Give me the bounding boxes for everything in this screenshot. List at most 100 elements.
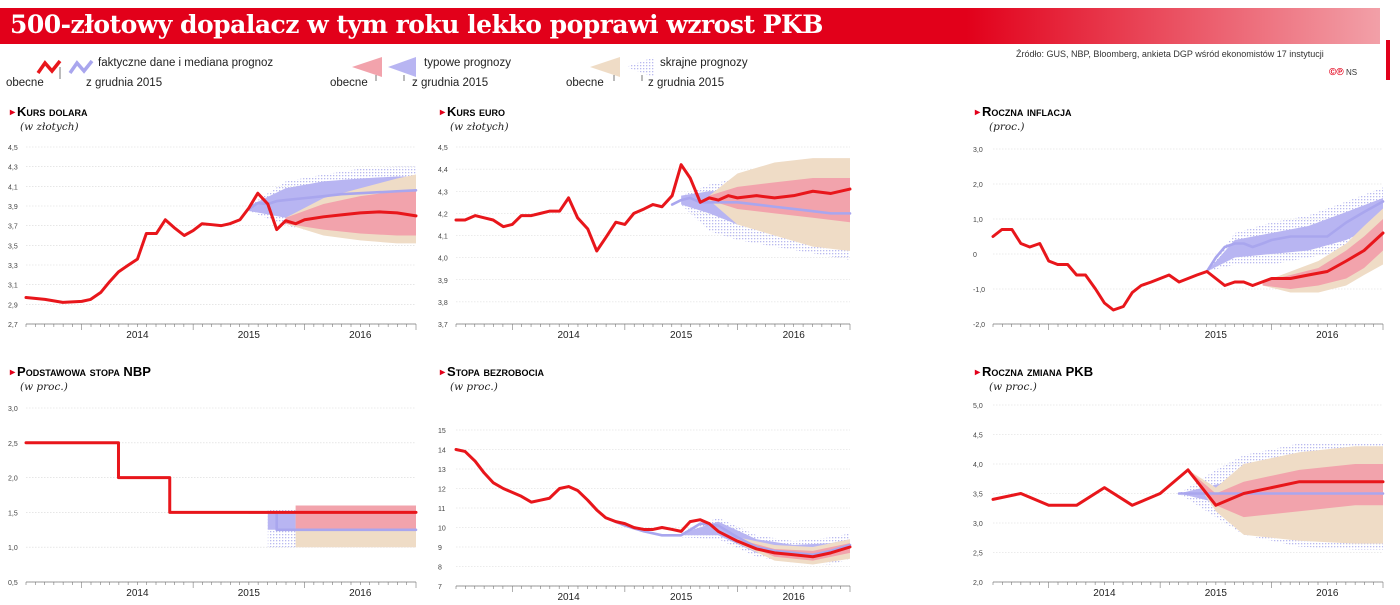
- y-tick-label: 10: [438, 526, 446, 533]
- chart-subtitle: (w proc.): [20, 381, 68, 393]
- y-tick-label: 2,7: [8, 322, 18, 329]
- y-tick-label: 4,0: [438, 256, 448, 263]
- credit-note: ©℗ NS: [1329, 67, 1357, 78]
- chart-plot: 7 8 9 10 11 12 13 14 15 2014 2015 2016: [438, 428, 852, 603]
- y-tick-label: 3,7: [8, 224, 18, 231]
- page-title: 500-złotowy dopalacz w tym roku lekko po…: [10, 10, 823, 39]
- year-label: 2016: [1316, 588, 1339, 599]
- series-line-current: [454, 448, 852, 559]
- y-tick-label: 3,3: [8, 263, 18, 270]
- y-tick-label: 2,5: [973, 551, 983, 558]
- series-line-current: [24, 441, 418, 514]
- y-tick-label: 3,8: [438, 300, 448, 307]
- year-label: 2014: [557, 592, 580, 603]
- year-label: 2015: [1205, 588, 1228, 599]
- y-tick-label: 4,2: [438, 211, 448, 218]
- y-tick-label: 2,0: [973, 580, 983, 587]
- year-label: 2015: [238, 588, 261, 599]
- chart-title-text: Kurs euro: [447, 104, 506, 119]
- y-tick-label: 14: [438, 448, 446, 455]
- y-tick-label: 0,5: [8, 580, 18, 587]
- y-tick-label: 3,9: [438, 278, 448, 285]
- y-tick-label: 4,5: [8, 145, 18, 152]
- year-label: 2015: [238, 330, 261, 341]
- chart-plot: 3,7 3,8 3,9 4,0 4,1 4,2 4,3 4,4 4,5 2014 2015 2016: [438, 145, 852, 341]
- series-line-dec-2015: [1205, 200, 1385, 273]
- y-tick-label: 2,9: [8, 302, 18, 309]
- legend-line-swatch: [36, 59, 94, 79]
- y-tick-label: 2,0: [8, 476, 18, 483]
- chart-subtitle: (w złotych): [20, 121, 79, 133]
- band-typical-current: [1262, 219, 1383, 289]
- y-tick-label: 4,0: [973, 462, 983, 469]
- chart-title: ▸ Roczna inflacja: [975, 104, 1072, 119]
- chart-title: ▸ Roczna zmiana PKB: [975, 364, 1094, 379]
- title-bar: 500-złotowy dopalacz w tym roku lekko po…: [0, 8, 1380, 44]
- y-tick-label: 3,0: [8, 406, 18, 413]
- year-label: 2016: [783, 592, 806, 603]
- legend-line-label: faktyczne dane i mediana prognoz: [98, 57, 274, 69]
- year-label: 2014: [126, 588, 149, 599]
- y-tick-label: 3,0: [973, 147, 983, 154]
- y-tick-label: 3,7: [438, 322, 448, 329]
- year-label: 2015: [670, 592, 693, 603]
- source-note: Źródło: GUS, NBP, Bloomberg, ankieta DGP…: [1016, 49, 1324, 59]
- year-label: 2014: [126, 330, 149, 341]
- copyright-icon: ©℗: [1329, 67, 1344, 78]
- chart-title-text: Podstawowa stopa NBP: [17, 364, 151, 379]
- chart-subtitle: (w złotych): [450, 121, 509, 133]
- series-line-dec-2015: [604, 516, 852, 557]
- chart-plot: 0,5 1,0 1,5 2,0 2,5 3,0 2014 2015 2016: [8, 406, 418, 599]
- series-line-current: [24, 191, 418, 304]
- chart-title: ▸ Podstawowa stopa NBP: [10, 364, 151, 379]
- chart-plot: 2,7 2,9 3,1 3,3 3,5 3,7 3,9 4,1 4,3 4,5 2014 2015 20…: [8, 145, 418, 341]
- chart-title-text: Kurs dolara: [17, 104, 88, 119]
- y-tick-label: -1,0: [973, 287, 985, 294]
- chart-roczna-inflacja: ▸ Roczna inflacja (proc.) -2,0 -1,0 0 1,0 2,0…: [965, 100, 1390, 355]
- chart-kurs-euro: ▸ Kurs euro (w złotych) 3,7 3,8 3,9 4,0 4,1 4,…: [430, 100, 860, 355]
- band-typical-current: [295, 505, 416, 530]
- chart-title-text: Stopa bezrobocia: [447, 364, 544, 379]
- y-tick-label: 7: [438, 584, 442, 591]
- chart-title: ▸ Stopa bezrobocia: [440, 364, 544, 379]
- chart-title-text: Roczna inflacja: [982, 104, 1072, 119]
- y-tick-label: 9: [438, 545, 442, 552]
- legend-dec-2: z grudnia 2015: [412, 77, 489, 89]
- legend-typical-label: typowe prognozy: [424, 57, 511, 69]
- year-label: 2016: [1316, 330, 1339, 341]
- chart-plot: 2,0 2,5 3,0 3,5 4,0 4,5 5,0 2014 2015 2016: [973, 403, 1385, 599]
- y-tick-label: 3,0: [973, 521, 983, 528]
- y-tick-label: 15: [438, 428, 446, 435]
- series-line-current: [991, 468, 1385, 507]
- band-typical-dec: [1206, 198, 1383, 272]
- chart-title-text: Roczna zmiana PKB: [982, 364, 1094, 379]
- y-tick-label: 3,1: [8, 283, 18, 290]
- y-tick-label: 1,5: [8, 510, 18, 517]
- y-tick-label: 3,5: [973, 492, 983, 499]
- y-tick-label: 8: [438, 565, 442, 572]
- year-label: 2016: [349, 330, 372, 341]
- chart-stopa-nbp: ▸ Podstawowa stopa NBP (w proc.) 0,5 1,0 1,…: [0, 360, 430, 605]
- legend: faktyczne dane i mediana prognoz obecne …: [0, 50, 800, 100]
- year-label: 2016: [783, 330, 806, 341]
- year-label: 2014: [557, 330, 580, 341]
- year-label: 2014: [1093, 588, 1116, 599]
- chart-roczna-zmiana-pkb: ▸ Roczna zmiana PKB (w proc.) 2,0 2,5 3,0 3,…: [965, 360, 1390, 605]
- legend-current-1: obecne: [6, 77, 44, 89]
- chart-plot: -2,0 -1,0 0 1,0 2,0 3,0 2015 2016: [973, 147, 1385, 341]
- y-tick-label: 4,1: [8, 184, 18, 191]
- y-tick-label: 4,3: [8, 165, 18, 172]
- y-tick-label: 4,5: [438, 145, 448, 152]
- y-tick-label: 5,0: [973, 403, 983, 410]
- year-label: 2016: [349, 588, 372, 599]
- year-label: 2015: [1205, 330, 1228, 341]
- y-tick-label: 4,3: [438, 189, 448, 196]
- y-tick-label: 12: [438, 487, 446, 494]
- chart-subtitle: (w proc.): [450, 381, 498, 393]
- year-label: 2015: [670, 330, 693, 341]
- band-typical-current: [1188, 464, 1383, 518]
- chart-subtitle: (proc.): [989, 121, 1025, 133]
- chart-title: ▸ Kurs dolara: [10, 104, 88, 119]
- legend-extreme-swatch: [590, 57, 654, 81]
- legend-current-2: obecne: [330, 77, 368, 89]
